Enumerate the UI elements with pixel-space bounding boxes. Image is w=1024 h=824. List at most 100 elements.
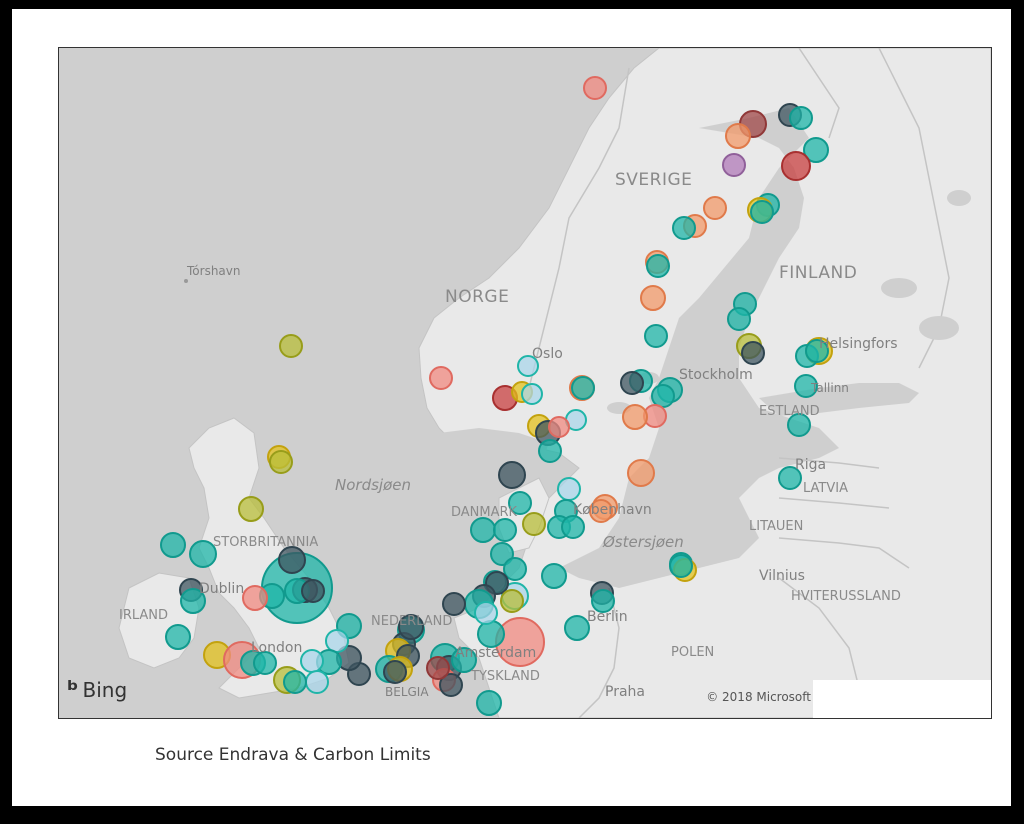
marker xyxy=(300,649,324,673)
label-norge: NORGE xyxy=(445,287,510,307)
lake xyxy=(947,190,971,206)
marker xyxy=(503,557,527,581)
marker xyxy=(517,355,539,377)
label-kobenhavn: København xyxy=(573,502,652,518)
marker xyxy=(741,341,765,365)
marker xyxy=(439,673,463,697)
border-norway-sweden xyxy=(528,67,630,389)
bing-logo[interactable]: ᵇ Bing xyxy=(67,676,127,704)
marker xyxy=(794,374,818,398)
marker xyxy=(442,592,466,616)
label-hviterussland: HVITERUSSLAND xyxy=(791,589,901,604)
label-vilnius: Vilnius xyxy=(759,568,805,584)
lake xyxy=(919,316,959,340)
marker xyxy=(521,383,543,405)
label-dublin: Dublin xyxy=(199,581,245,597)
marker xyxy=(474,601,498,625)
marker xyxy=(591,589,615,613)
baltic-sea xyxy=(559,108,839,588)
marker xyxy=(538,439,562,463)
marker xyxy=(429,366,453,390)
marker xyxy=(669,554,693,578)
marker xyxy=(470,517,496,543)
label-sverige: SVERIGE xyxy=(615,170,693,190)
label-finland: FINLAND xyxy=(779,263,858,283)
label-storbritannia: STORBRITANNIA xyxy=(213,535,319,550)
marker xyxy=(476,690,502,716)
marker xyxy=(640,285,666,311)
marker xyxy=(279,334,303,358)
marker xyxy=(477,620,505,648)
map[interactable]: Tórshavn NORGE SVERIGE FINLAND Oslo Stoc… xyxy=(58,47,992,719)
marker xyxy=(301,579,325,603)
marker xyxy=(644,324,668,348)
marker xyxy=(451,647,477,673)
marker xyxy=(160,532,186,558)
marker xyxy=(703,196,727,220)
label-latvia: LATVIA xyxy=(803,481,848,496)
label-berlin: Berlin xyxy=(587,609,628,625)
marker xyxy=(557,477,581,501)
map-overlay-patch xyxy=(813,680,991,718)
label-oslo: Oslo xyxy=(532,346,563,362)
marker xyxy=(522,512,546,536)
marker xyxy=(622,404,648,430)
border-baltics xyxy=(778,457,910,569)
marker xyxy=(189,540,217,568)
marker xyxy=(548,416,570,438)
marker xyxy=(789,106,813,130)
marker xyxy=(571,376,595,400)
marker xyxy=(325,629,349,653)
marker xyxy=(238,496,264,522)
markers xyxy=(160,76,833,716)
marker xyxy=(589,499,613,523)
marker xyxy=(564,615,590,641)
marker xyxy=(778,466,802,490)
marker xyxy=(722,153,746,177)
bing-wordmark: Bing xyxy=(82,678,128,702)
label-nederland: NEDERLAND xyxy=(371,614,453,629)
marker xyxy=(283,670,307,694)
marker xyxy=(426,656,450,680)
marker xyxy=(646,254,670,278)
marker xyxy=(508,491,532,515)
label-torshavn: Tórshavn xyxy=(187,264,241,278)
marker xyxy=(727,307,751,331)
marker xyxy=(750,200,774,224)
marker xyxy=(725,123,751,149)
marker xyxy=(305,670,329,694)
label-amsterdam: Amsterdam xyxy=(455,645,537,661)
marker xyxy=(651,384,675,408)
marker xyxy=(269,450,293,474)
source-caption: Source Endrava & Carbon Limits xyxy=(155,745,431,765)
marker xyxy=(498,461,526,489)
slide: Tórshavn NORGE SVERIGE FINLAND Oslo Stoc… xyxy=(12,9,1011,806)
gulf-of-finland xyxy=(759,383,919,416)
marker xyxy=(803,137,829,163)
marker xyxy=(493,518,517,542)
label-litauen: LITAUEN xyxy=(749,519,804,534)
label-danmark: DANMARK xyxy=(451,505,518,520)
label-nordsjoen: Nordsjøen xyxy=(335,476,411,494)
marker xyxy=(500,589,524,613)
faroe-dot xyxy=(184,279,188,283)
marker xyxy=(620,371,644,395)
marker xyxy=(253,651,277,675)
marker xyxy=(627,459,655,487)
marker xyxy=(787,413,811,437)
label-polen: POLEN xyxy=(671,645,715,660)
label-london: London xyxy=(251,640,303,656)
marker xyxy=(781,151,811,181)
marker xyxy=(672,216,696,240)
label-estland: ESTLAND xyxy=(759,404,820,419)
map-copyright: © 2018 Microsoft xyxy=(706,690,811,704)
marker xyxy=(180,588,206,614)
marker xyxy=(490,542,514,566)
label-stockholm: Stockholm xyxy=(679,367,753,383)
marker xyxy=(383,660,407,684)
label-helsingfors: Helsingfors xyxy=(819,336,898,352)
marker xyxy=(583,76,607,100)
bing-icon: ᵇ xyxy=(67,676,79,704)
label-belgia: BELGIA xyxy=(385,685,429,699)
marker xyxy=(805,339,829,363)
